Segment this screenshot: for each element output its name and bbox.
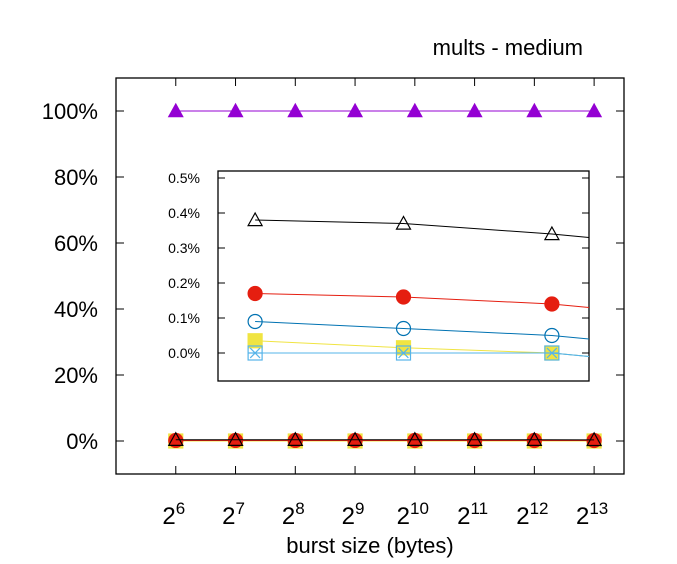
y-tick-label: 0%: [66, 429, 98, 454]
x-tick-label: 27: [222, 499, 245, 530]
inset-y-tick-label: 0.2%: [168, 275, 200, 291]
inset-data-point: [247, 333, 263, 349]
data-point: [586, 431, 603, 447]
data-point: [347, 102, 364, 118]
x-tick-label: 210: [397, 499, 429, 530]
y-tick-label: 60%: [54, 231, 98, 256]
x-tick-label: 211: [457, 499, 488, 530]
data-point: [526, 102, 543, 118]
inset-data-point: [395, 289, 412, 305]
data-point: [406, 431, 423, 446]
x-tick-label: 213: [576, 499, 608, 530]
inset-data-point: [395, 215, 412, 230]
inset-data-point: [247, 285, 263, 302]
y-tick-label: 80%: [54, 165, 98, 190]
x-axis-label: burst size (bytes): [286, 533, 454, 558]
inset-series-line: [255, 321, 590, 340]
inset-data-point: [247, 313, 263, 330]
inset-data-point: [396, 347, 411, 359]
inset-plot: 0.0% 0.1% 0.2% 0.3% 0.4% 0.5%: [168, 170, 590, 382]
data-point: [287, 431, 304, 446]
x-tick-label: 26: [162, 499, 185, 530]
main-plot-border: [115, 77, 625, 475]
x-tick-label: 28: [282, 499, 305, 530]
data-point: [526, 431, 543, 447]
chart-title: mults - medium: [433, 35, 583, 60]
data-point: [406, 102, 423, 118]
inset-border: [217, 170, 590, 382]
data-point: [167, 102, 184, 118]
inset-series-line: [255, 219, 590, 238]
inset-series-line: [255, 293, 590, 308]
inset-data-point: [544, 347, 559, 359]
data-point: [586, 102, 603, 118]
main-x-axis: 26 27 28 29 210 211 212 213: [162, 78, 608, 530]
data-point: [227, 102, 244, 118]
inset-data-point: [544, 296, 560, 312]
data-point: [466, 431, 483, 446]
inset-data-point: [395, 320, 412, 337]
data-point: [167, 431, 184, 446]
inset-y-tick-label: 0.1%: [168, 310, 200, 326]
y-tick-label: 100%: [42, 99, 98, 124]
y-tick-label: 20%: [54, 363, 98, 388]
inset-data-point: [543, 225, 560, 241]
inset-data-point: [247, 211, 264, 227]
x-tick-label: 212: [516, 499, 548, 530]
main-plot-area: [115, 77, 625, 475]
data-point: [227, 431, 244, 446]
inset-data-point: [544, 327, 560, 344]
data-point: [347, 431, 364, 446]
x-tick-label: 29: [342, 499, 365, 530]
inset-y-tick-label: 0.0%: [168, 345, 200, 361]
inset-y-tick-label: 0.4%: [168, 205, 200, 221]
inset-series-line: [255, 352, 590, 357]
main-series-group: [167, 102, 603, 449]
y-tick-label: 40%: [54, 297, 98, 322]
inset-data-point: [248, 347, 263, 359]
inset-y-tick-label: 0.5%: [168, 170, 200, 186]
main-y-axis: 0% 20% 40% 60% 80% 100%: [42, 99, 624, 454]
data-point: [287, 102, 304, 118]
data-point: [466, 102, 483, 118]
inset-y-tick-label: 0.3%: [168, 240, 200, 256]
